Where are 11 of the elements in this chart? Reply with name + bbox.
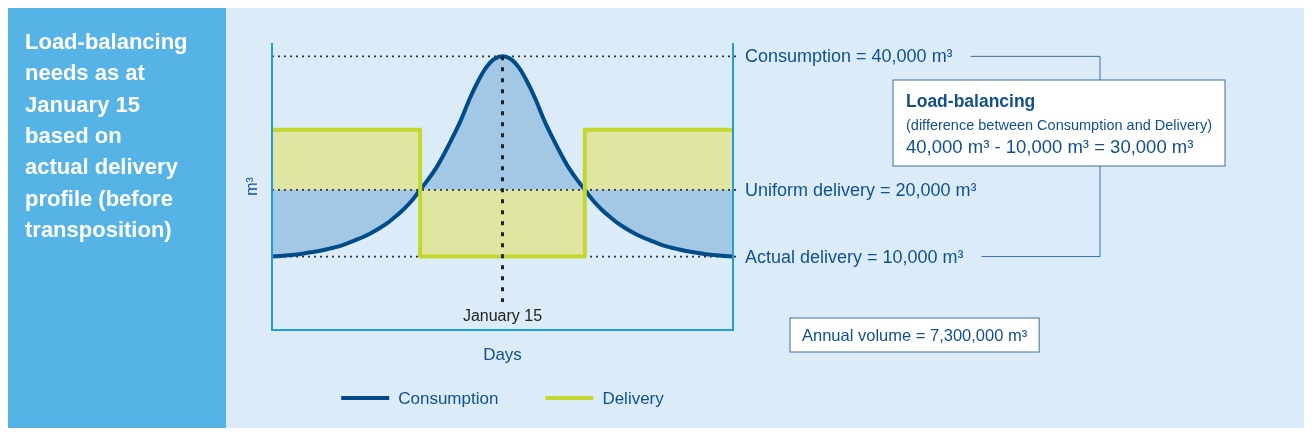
text: m³: [243, 176, 260, 196]
y-tick-label: Uniform delivery = 20,000 m³: [745, 179, 977, 200]
text: Load-balancing (difference between Consumption and Delivery) 40,000 m³ - 10,000 m³ = 30,000 m³: [906, 91, 1213, 157]
y-tick-label: Consumption = 40,000 m³: [745, 46, 953, 67]
y-tick-label: Actual delivery = 10,000 m³: [745, 246, 964, 267]
annotation: January 15: [462, 307, 543, 324]
x-axis-title: Days: [483, 345, 522, 364]
text: Load-balancing needs as at January 15 based on actual delivery profile (before transposition): [25, 29, 188, 242]
legend-label: Consumption: [398, 389, 499, 408]
text: Annual volume = 7,300,000 m³: [802, 326, 1028, 344]
legend-label: Delivery: [602, 389, 665, 408]
